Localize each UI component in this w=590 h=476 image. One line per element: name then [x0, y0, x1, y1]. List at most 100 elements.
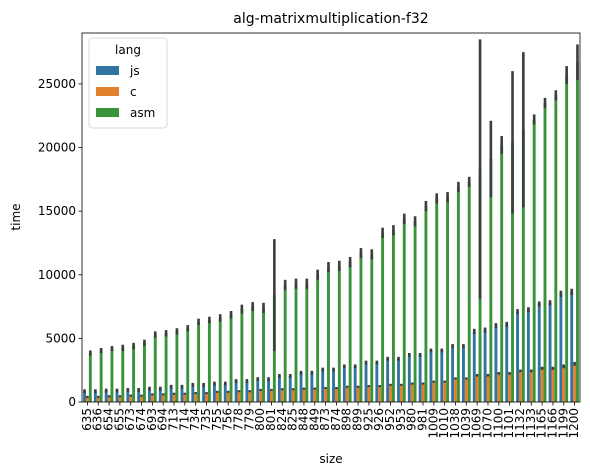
bar-c-1069	[475, 375, 479, 402]
bar-c-981	[421, 383, 425, 402]
bar-asm-1010	[446, 197, 450, 402]
bar-c-778	[237, 391, 241, 402]
chart-title: alg-matrixmultiplication-f32	[233, 11, 428, 27]
bar-asm-635	[88, 353, 92, 402]
x-tick-label-1100: 1100	[491, 408, 505, 439]
bar-js-825	[288, 375, 292, 402]
bar-asm-755	[218, 318, 222, 402]
x-tick-label-735: 735	[199, 408, 213, 431]
bar-c-873	[324, 388, 328, 402]
error-bars-layer	[83, 39, 579, 398]
bar-c-952	[389, 384, 392, 402]
legend-swatch-asm	[96, 108, 119, 117]
bar-c-673	[129, 395, 133, 402]
bar-asm-980	[413, 221, 417, 402]
x-tick-label-1070: 1070	[480, 408, 494, 439]
bar-js-899	[353, 366, 357, 402]
bar-js-898	[342, 366, 346, 402]
bar-c-824	[280, 389, 284, 402]
bar-js-1199	[559, 293, 563, 402]
legend-swatch-js	[96, 66, 119, 75]
x-tick-label-824: 824	[275, 408, 289, 431]
bar-asm-673	[132, 346, 136, 402]
bar-asm-714	[186, 328, 190, 402]
bar-asm-674	[142, 342, 146, 402]
bar-asm-874	[337, 265, 341, 402]
x-tick-label-756: 756	[221, 408, 235, 431]
bar-c-693	[150, 394, 154, 402]
bars-layer	[83, 62, 579, 403]
legend-label-c: c	[130, 85, 137, 99]
bar-js-693	[148, 388, 151, 402]
x-tick-label-873: 873	[318, 408, 332, 431]
bar-c-874	[334, 388, 338, 402]
bar-c-756	[226, 391, 230, 402]
bar-js-981	[418, 354, 422, 402]
bar-js-952	[386, 358, 390, 402]
bar-asm-756	[229, 314, 233, 402]
x-axis: 6356366546556736746936947137147347357557…	[80, 402, 581, 439]
x-tick-label-693: 693	[145, 408, 159, 431]
bar-js-674	[137, 389, 141, 402]
x-tick-label-1199: 1199	[556, 408, 570, 439]
plot-frame	[81, 32, 581, 403]
bar-asm-1038	[456, 186, 460, 402]
bar-js-848	[299, 372, 303, 402]
bar-c-636	[96, 396, 100, 402]
bar-js-1101	[505, 324, 509, 402]
x-tick-label-1009: 1009	[426, 408, 440, 439]
bar-c-755	[215, 391, 219, 402]
y-axis-title: time	[9, 203, 23, 230]
x-tick-label-899: 899	[351, 408, 365, 431]
x-tick-label-898: 898	[340, 408, 354, 431]
bar-asm-654	[110, 348, 114, 402]
x-tick-label-674: 674	[134, 408, 148, 431]
bar-c-1132	[519, 370, 522, 402]
bar-c-694	[161, 394, 165, 402]
bar-asm-849	[316, 274, 320, 402]
legend-frame	[88, 37, 168, 129]
bar-c-714	[183, 393, 187, 402]
bar-js-654	[104, 390, 108, 402]
bar-c-800	[259, 389, 263, 402]
x-tick-label-734: 734	[188, 408, 202, 431]
bar-asm-925	[370, 254, 374, 402]
bar-c-1199	[562, 366, 566, 402]
bar-asm-778	[240, 309, 244, 402]
bar-asm-1009	[435, 198, 439, 402]
bar-c-1133	[529, 370, 533, 402]
x-tick-label-801: 801	[264, 408, 278, 431]
bar-c-735	[205, 393, 208, 402]
bar-asm-636	[99, 350, 103, 402]
bar-asm-825	[294, 283, 298, 402]
bar-js-734	[191, 384, 195, 402]
bar-c-980	[410, 383, 414, 402]
bar-c-1038	[454, 378, 457, 402]
x-tick-label-849: 849	[307, 408, 321, 431]
y-tick-label-10000: 10000	[38, 268, 76, 282]
x-tick-label-1038: 1038	[448, 408, 462, 439]
bar-c-1166	[551, 368, 555, 402]
bar-c-779	[248, 391, 252, 402]
bar-js-694	[158, 388, 162, 402]
x-tick-label-1165: 1165	[535, 408, 549, 439]
bar-js-801	[267, 379, 271, 402]
legend: lang js c asm	[88, 37, 168, 129]
bar-asm-713	[175, 331, 179, 402]
x-tick-label-714: 714	[177, 408, 191, 431]
x-tick-label-655: 655	[112, 408, 126, 431]
bar-js-735	[202, 384, 206, 402]
bar-js-874	[332, 369, 335, 402]
bar-asm-953	[402, 218, 406, 402]
bar-asm-1165	[543, 102, 547, 402]
bar-js-778	[234, 381, 238, 402]
bar-js-1200	[570, 291, 574, 402]
bar-asm-898	[348, 262, 352, 402]
bar-asm-899	[359, 253, 363, 402]
bar-asm-1070	[489, 158, 493, 402]
x-tick-label-874: 874	[329, 408, 343, 431]
bar-c-898	[345, 386, 349, 402]
x-tick-label-925: 925	[361, 408, 375, 431]
bar-c-1100	[497, 373, 501, 402]
x-tick-label-800: 800	[253, 408, 267, 431]
